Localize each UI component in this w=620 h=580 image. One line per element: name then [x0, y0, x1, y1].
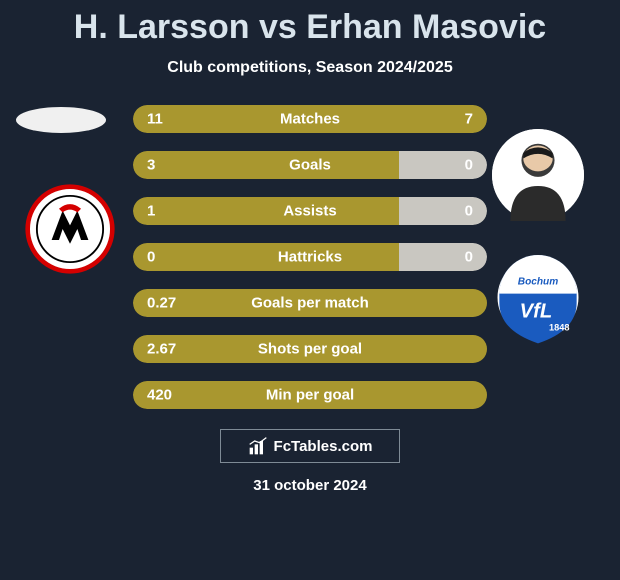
stat-row: 11 7 Matches	[133, 105, 487, 133]
subtitle: Club competitions, Season 2024/2025	[0, 59, 620, 77]
stat-row: 3 0 Goals	[133, 151, 487, 179]
eintracht-badge-icon	[24, 183, 116, 275]
bar-right	[399, 197, 488, 225]
stat-row: 1 0 Assists	[133, 197, 487, 225]
stat-value-left: 0.27	[147, 295, 176, 312]
chart-icon	[248, 436, 268, 456]
club-badge-right: Bochum VfL 1848	[492, 255, 584, 347]
stat-value-right: 7	[465, 111, 473, 128]
svg-text:VfL: VfL	[520, 301, 553, 323]
svg-text:Bochum: Bochum	[518, 276, 558, 287]
bar-left	[133, 151, 399, 179]
date-text: 31 october 2024	[0, 477, 620, 494]
comparison-area: Bochum VfL 1848 11 7 Matches 3 0 Goals 1 0 Assis…	[0, 105, 620, 409]
bar-left	[133, 243, 399, 271]
stat-row: 2.67 Shots per goal	[133, 335, 487, 363]
page-title: H. Larsson vs Erhan Masovic	[0, 8, 620, 47]
brand-text: FcTables.com	[274, 438, 373, 455]
bar-right	[399, 151, 488, 179]
player-photo-right	[492, 129, 584, 221]
svg-text:1848: 1848	[549, 322, 569, 332]
stat-value-left: 0	[147, 249, 155, 266]
brand-badge: FcTables.com	[220, 429, 400, 463]
stat-row: 420 Min per goal	[133, 381, 487, 409]
stat-label: Goals per match	[251, 295, 369, 312]
stat-value-right: 0	[465, 203, 473, 220]
stat-value-right: 0	[465, 157, 473, 174]
stat-value-left: 3	[147, 157, 155, 174]
stat-value-left: 1	[147, 203, 155, 220]
stat-label: Hattricks	[278, 249, 342, 266]
bar-right	[399, 243, 488, 271]
bochum-badge-icon: Bochum VfL 1848	[492, 255, 584, 347]
stat-label: Min per goal	[266, 387, 354, 404]
bar-left	[133, 197, 399, 225]
player-photo-left	[16, 107, 106, 133]
stat-value-left: 2.67	[147, 341, 176, 358]
stat-row: 0.27 Goals per match	[133, 289, 487, 317]
stat-label: Assists	[283, 203, 336, 220]
stat-label: Goals	[289, 157, 331, 174]
stat-value-left: 420	[147, 387, 172, 404]
stat-value-left: 11	[147, 111, 163, 128]
stat-label: Shots per goal	[258, 341, 362, 358]
stat-value-right: 0	[465, 249, 473, 266]
stats-bars: 11 7 Matches 3 0 Goals 1 0 Assists 0 0 Hattricks 0.2…	[133, 105, 487, 409]
club-badge-left	[24, 183, 116, 275]
avatar-placeholder-icon	[492, 129, 584, 221]
stat-row: 0 0 Hattricks	[133, 243, 487, 271]
stat-label: Matches	[280, 111, 340, 128]
